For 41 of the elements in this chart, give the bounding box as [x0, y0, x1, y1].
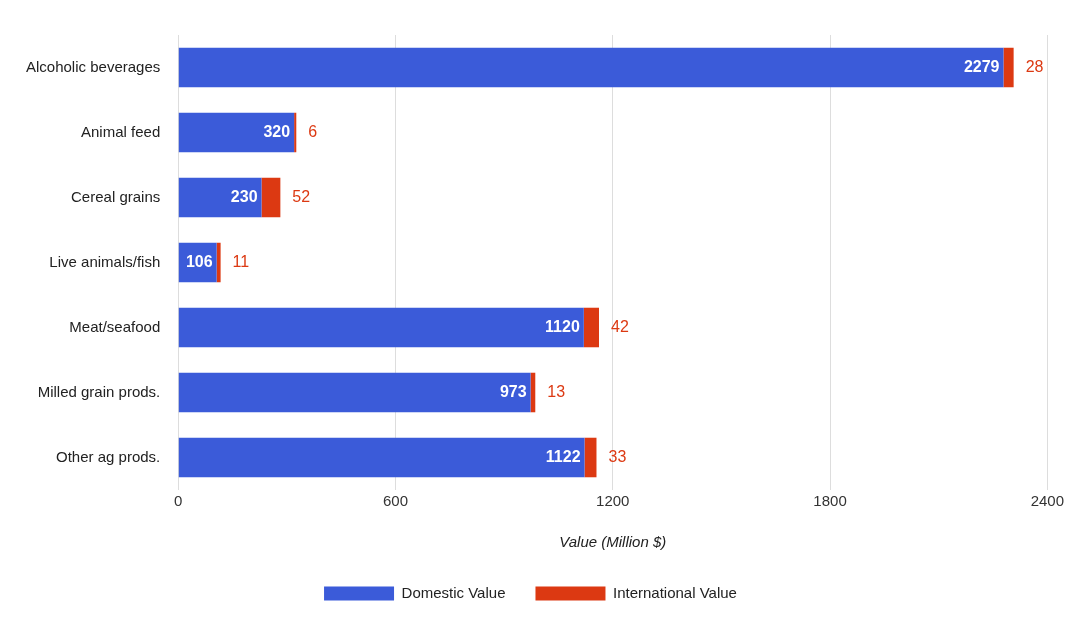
bar — [178, 177, 262, 218]
x-tick-label: 600 — [383, 492, 409, 510]
bar — [178, 307, 584, 348]
data-label: 28 — [1025, 57, 1044, 75]
y-tick-label: Other ag prods. — [56, 447, 161, 465]
data-label: 52 — [292, 187, 311, 205]
data-label: 6 — [308, 122, 318, 140]
data-label: 230 — [230, 187, 258, 205]
bar — [178, 372, 531, 413]
data-label: 106 — [185, 252, 213, 270]
x-tick-label: 1200 — [596, 492, 630, 510]
x-tick-label: 0 — [174, 492, 183, 510]
y-tick-label: Animal feed — [81, 122, 161, 140]
bar — [178, 112, 295, 153]
data-label: 33 — [608, 447, 627, 465]
y-tick-label: Live animals/fish — [49, 252, 161, 270]
legend-label: International Value — [612, 583, 737, 601]
legend-label: Domestic Value — [401, 583, 506, 601]
bar — [1003, 47, 1014, 88]
bar — [583, 307, 600, 348]
bar — [216, 242, 221, 283]
data-label: 320 — [263, 122, 291, 140]
data-label: 42 — [611, 317, 629, 335]
data-label: 1120 — [545, 317, 580, 335]
bar — [178, 47, 1004, 88]
y-tick-label: Alcoholic beverages — [26, 57, 161, 75]
x-tick-label: 1800 — [813, 492, 847, 510]
bar — [294, 112, 297, 153]
x-tick-label: 2400 — [1030, 492, 1064, 510]
bar — [584, 437, 597, 478]
y-tick-label: Meat/seafood — [69, 317, 161, 335]
data-label: 1122 — [545, 447, 581, 465]
bar — [261, 177, 281, 218]
y-tick-label: Cereal grains — [71, 187, 161, 205]
x-axis-title: Value (Million $) — [559, 533, 667, 551]
data-label: 13 — [547, 382, 566, 400]
data-label: 2279 — [963, 57, 1000, 75]
data-label: 11 — [232, 252, 250, 270]
data-label: 973 — [499, 382, 527, 400]
y-tick-label: Milled grain prods. — [37, 382, 161, 400]
bar — [178, 437, 585, 478]
